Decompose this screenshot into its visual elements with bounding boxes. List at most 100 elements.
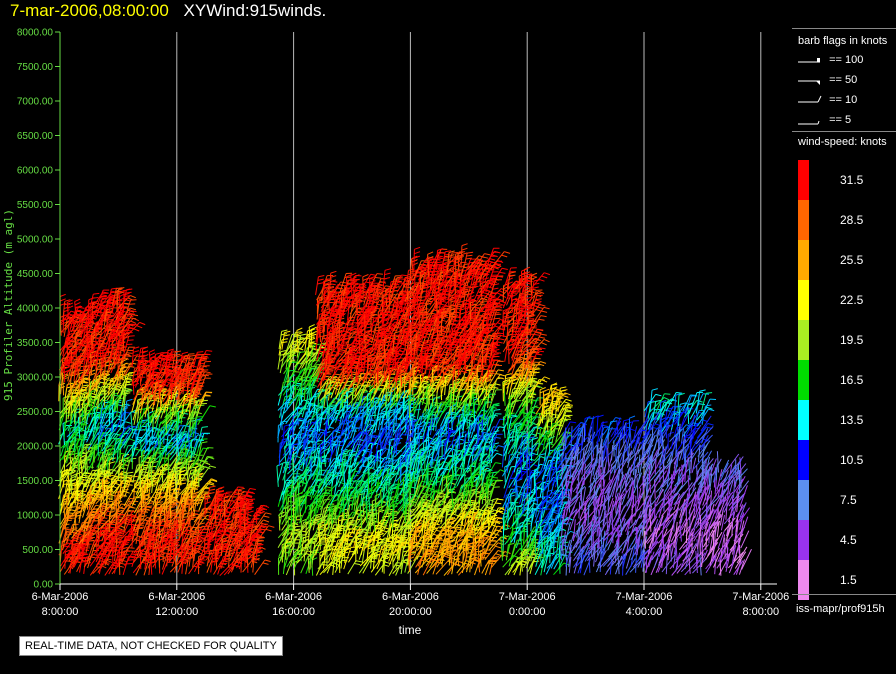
wind-barb-flag [263, 519, 270, 523]
wind-barb [62, 301, 66, 320]
wind-barb [82, 522, 86, 544]
wind-barb [103, 315, 109, 337]
wind-barb-flag [90, 315, 97, 319]
wind-barb-flag [149, 352, 156, 356]
wind-barb-flag [149, 349, 155, 353]
wind-barb-flag [117, 565, 124, 568]
wind-barb-flag [102, 479, 109, 484]
wind-barb-flag [78, 306, 85, 309]
title-name: XYWind:915winds. [183, 1, 327, 20]
wind-barb-flag [175, 528, 182, 530]
wind-barb-flag [98, 335, 105, 340]
wind-barb-flag [126, 343, 133, 346]
wind-barb [71, 544, 75, 564]
wind-barb-flag [66, 299, 73, 303]
wind-barb-flag [100, 294, 108, 297]
wind-barb [87, 381, 92, 402]
wind-barb [130, 512, 133, 535]
wind-barb-flag [74, 313, 81, 316]
wind-barb [84, 460, 87, 480]
wind-barb-flag [309, 324, 315, 328]
wind-barb [303, 544, 306, 562]
wind-barb-flag [82, 420, 89, 425]
wind-barb-flag [203, 447, 210, 450]
wind-barb-flag [100, 297, 107, 301]
wind-barb [88, 496, 92, 516]
wind-barb-flag [75, 305, 81, 309]
wind-barb [108, 296, 112, 313]
wind-barb-flag [105, 485, 112, 489]
wind-barb [98, 556, 104, 575]
wind-barb [66, 458, 73, 481]
wind-barb [87, 527, 90, 549]
title-date: 7-mar-2006,08:00:00 [10, 1, 169, 20]
wind-barb [104, 546, 114, 566]
wind-barb-flag [109, 461, 116, 464]
wind-barb-flag [107, 530, 114, 533]
wind-barb-flag [85, 404, 92, 408]
wind-barb-flag [64, 299, 71, 302]
wind-barb-flag [284, 330, 291, 334]
wind-barb-flag [81, 381, 88, 384]
wind-barb-flag [100, 356, 107, 361]
wind-barb-flag [93, 292, 100, 295]
wind-barb-flag [289, 509, 296, 511]
wind-barb-flag [104, 529, 112, 532]
wind-barb-flag [209, 485, 216, 488]
wind-barb [95, 353, 99, 370]
wind-barb-flag [264, 559, 271, 562]
wind-barb [102, 452, 104, 474]
wind-barb-flag [105, 364, 112, 367]
wind-barb-flag [116, 386, 123, 389]
wind-barb-flag [102, 484, 109, 489]
wind-barb-flag [316, 513, 323, 516]
wind-barb-flag [133, 373, 140, 376]
wind-barb [98, 397, 104, 420]
wind-barb-flag [63, 492, 70, 496]
wind-barb-flag [245, 513, 252, 517]
wind-barb-flag [67, 305, 74, 309]
wind-barb-flag [204, 353, 211, 356]
wind-barb [89, 309, 92, 331]
wind-barb [73, 434, 81, 455]
wind-barb [78, 337, 89, 353]
wind-barb [99, 427, 109, 442]
wind-barb-flag [206, 350, 213, 352]
wind-barb-flag [204, 501, 211, 505]
wind-barb [172, 544, 175, 562]
wind-barb [108, 393, 122, 408]
wind-barb [73, 423, 80, 442]
wind-barb-flag [64, 545, 71, 548]
wind-barb-flag [159, 557, 166, 561]
wind-barb-flag [80, 429, 87, 432]
wind-barb [68, 480, 71, 501]
wind-barb-flag [62, 373, 69, 376]
wind-barb-flag [208, 492, 215, 495]
wind-barb [80, 483, 85, 501]
wind-barb-flag [125, 421, 132, 424]
wind-barb-flag [200, 535, 207, 537]
wind-barb-flag [95, 319, 102, 324]
wind-barb [79, 303, 90, 319]
wind-barb [92, 529, 104, 550]
wind-barb-flag [247, 510, 254, 514]
wind-barb-flag [59, 293, 66, 297]
wind-barb [92, 365, 100, 383]
wind-barb-flag [105, 525, 112, 529]
wind-barb-flag [147, 399, 154, 402]
wind-barb [100, 307, 106, 331]
wind-barb [59, 358, 64, 380]
wind-barb [59, 465, 74, 480]
wind-barb-flag [106, 319, 113, 324]
wind-barb [107, 418, 119, 433]
wind-barb-flag [120, 453, 128, 455]
wind-barb [119, 368, 121, 386]
wind-barb [84, 396, 92, 414]
wind-barb-flag [184, 512, 191, 514]
wind-barb-flag [132, 314, 139, 317]
wind-barb [86, 540, 95, 562]
wind-barb [92, 416, 97, 437]
wind-barb-flag [80, 490, 87, 493]
wind-barb [62, 337, 67, 357]
wind-barb [69, 478, 72, 495]
